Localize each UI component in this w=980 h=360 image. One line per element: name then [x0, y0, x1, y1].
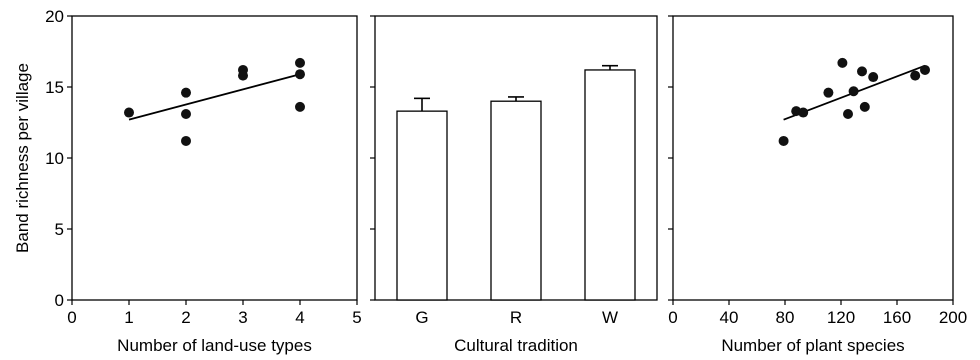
data-point	[798, 107, 809, 118]
bar-R	[490, 100, 542, 301]
panel-frame	[672, 15, 954, 301]
panel-middle: Cultural tradition G R W	[370, 15, 658, 355]
x-axis-title: Number of plant species	[721, 336, 904, 355]
data-point	[295, 57, 305, 68]
y-tick-label: 15	[45, 78, 64, 97]
x-tick-label: 3	[238, 308, 247, 327]
x-tick-label: 80	[776, 308, 795, 327]
x-tick-label: 160	[883, 308, 911, 327]
data-point	[857, 66, 867, 77]
data-point	[910, 70, 921, 81]
y-axis-title: Band richness per village	[13, 63, 32, 253]
panel-frame	[71, 15, 358, 301]
data-point	[238, 70, 248, 81]
x-tick-label: 120	[827, 308, 855, 327]
x-tick-label: 1	[124, 308, 133, 327]
trend-line	[128, 73, 301, 121]
bar-G	[396, 110, 448, 301]
data-point	[848, 86, 859, 97]
y-tick-label: 5	[55, 220, 64, 239]
x-tick-label: 40	[720, 308, 739, 327]
data-point	[837, 57, 848, 68]
panel-left: 0 5 10 15 20 Number of land-use types 0 1 2 3 4 5	[45, 7, 362, 355]
y-tick-label: 10	[45, 149, 64, 168]
x-tick-label: 0	[67, 308, 76, 327]
data-point	[124, 107, 134, 118]
data-point	[823, 87, 834, 98]
data-point	[778, 135, 789, 146]
data-point	[295, 69, 305, 80]
x-category-label: G	[415, 308, 428, 327]
x-category-label: R	[510, 308, 522, 327]
x-tick-label: 5	[352, 308, 361, 327]
x-tick-label: 4	[295, 308, 304, 327]
panel-right: Number of plant species 0 40 80 120 160 200	[668, 15, 967, 355]
data-point	[181, 135, 191, 146]
x-axis-title: Number of land-use types	[117, 336, 312, 355]
x-axis-title: Cultural tradition	[454, 336, 578, 355]
data-point	[868, 72, 879, 83]
bar-W	[584, 69, 636, 301]
x-category-label: W	[602, 308, 618, 327]
y-tick-label: 0	[55, 291, 64, 310]
x-tick-label: 200	[939, 308, 967, 327]
x-tick-label: 0	[668, 308, 677, 327]
y-tick-label: 20	[45, 7, 64, 26]
data-point	[181, 108, 191, 119]
data-point	[295, 101, 305, 112]
x-tick-label: 2	[181, 308, 190, 327]
data-point	[843, 108, 853, 119]
data-point	[859, 101, 870, 112]
data-point	[181, 87, 191, 98]
data-point	[920, 64, 930, 75]
